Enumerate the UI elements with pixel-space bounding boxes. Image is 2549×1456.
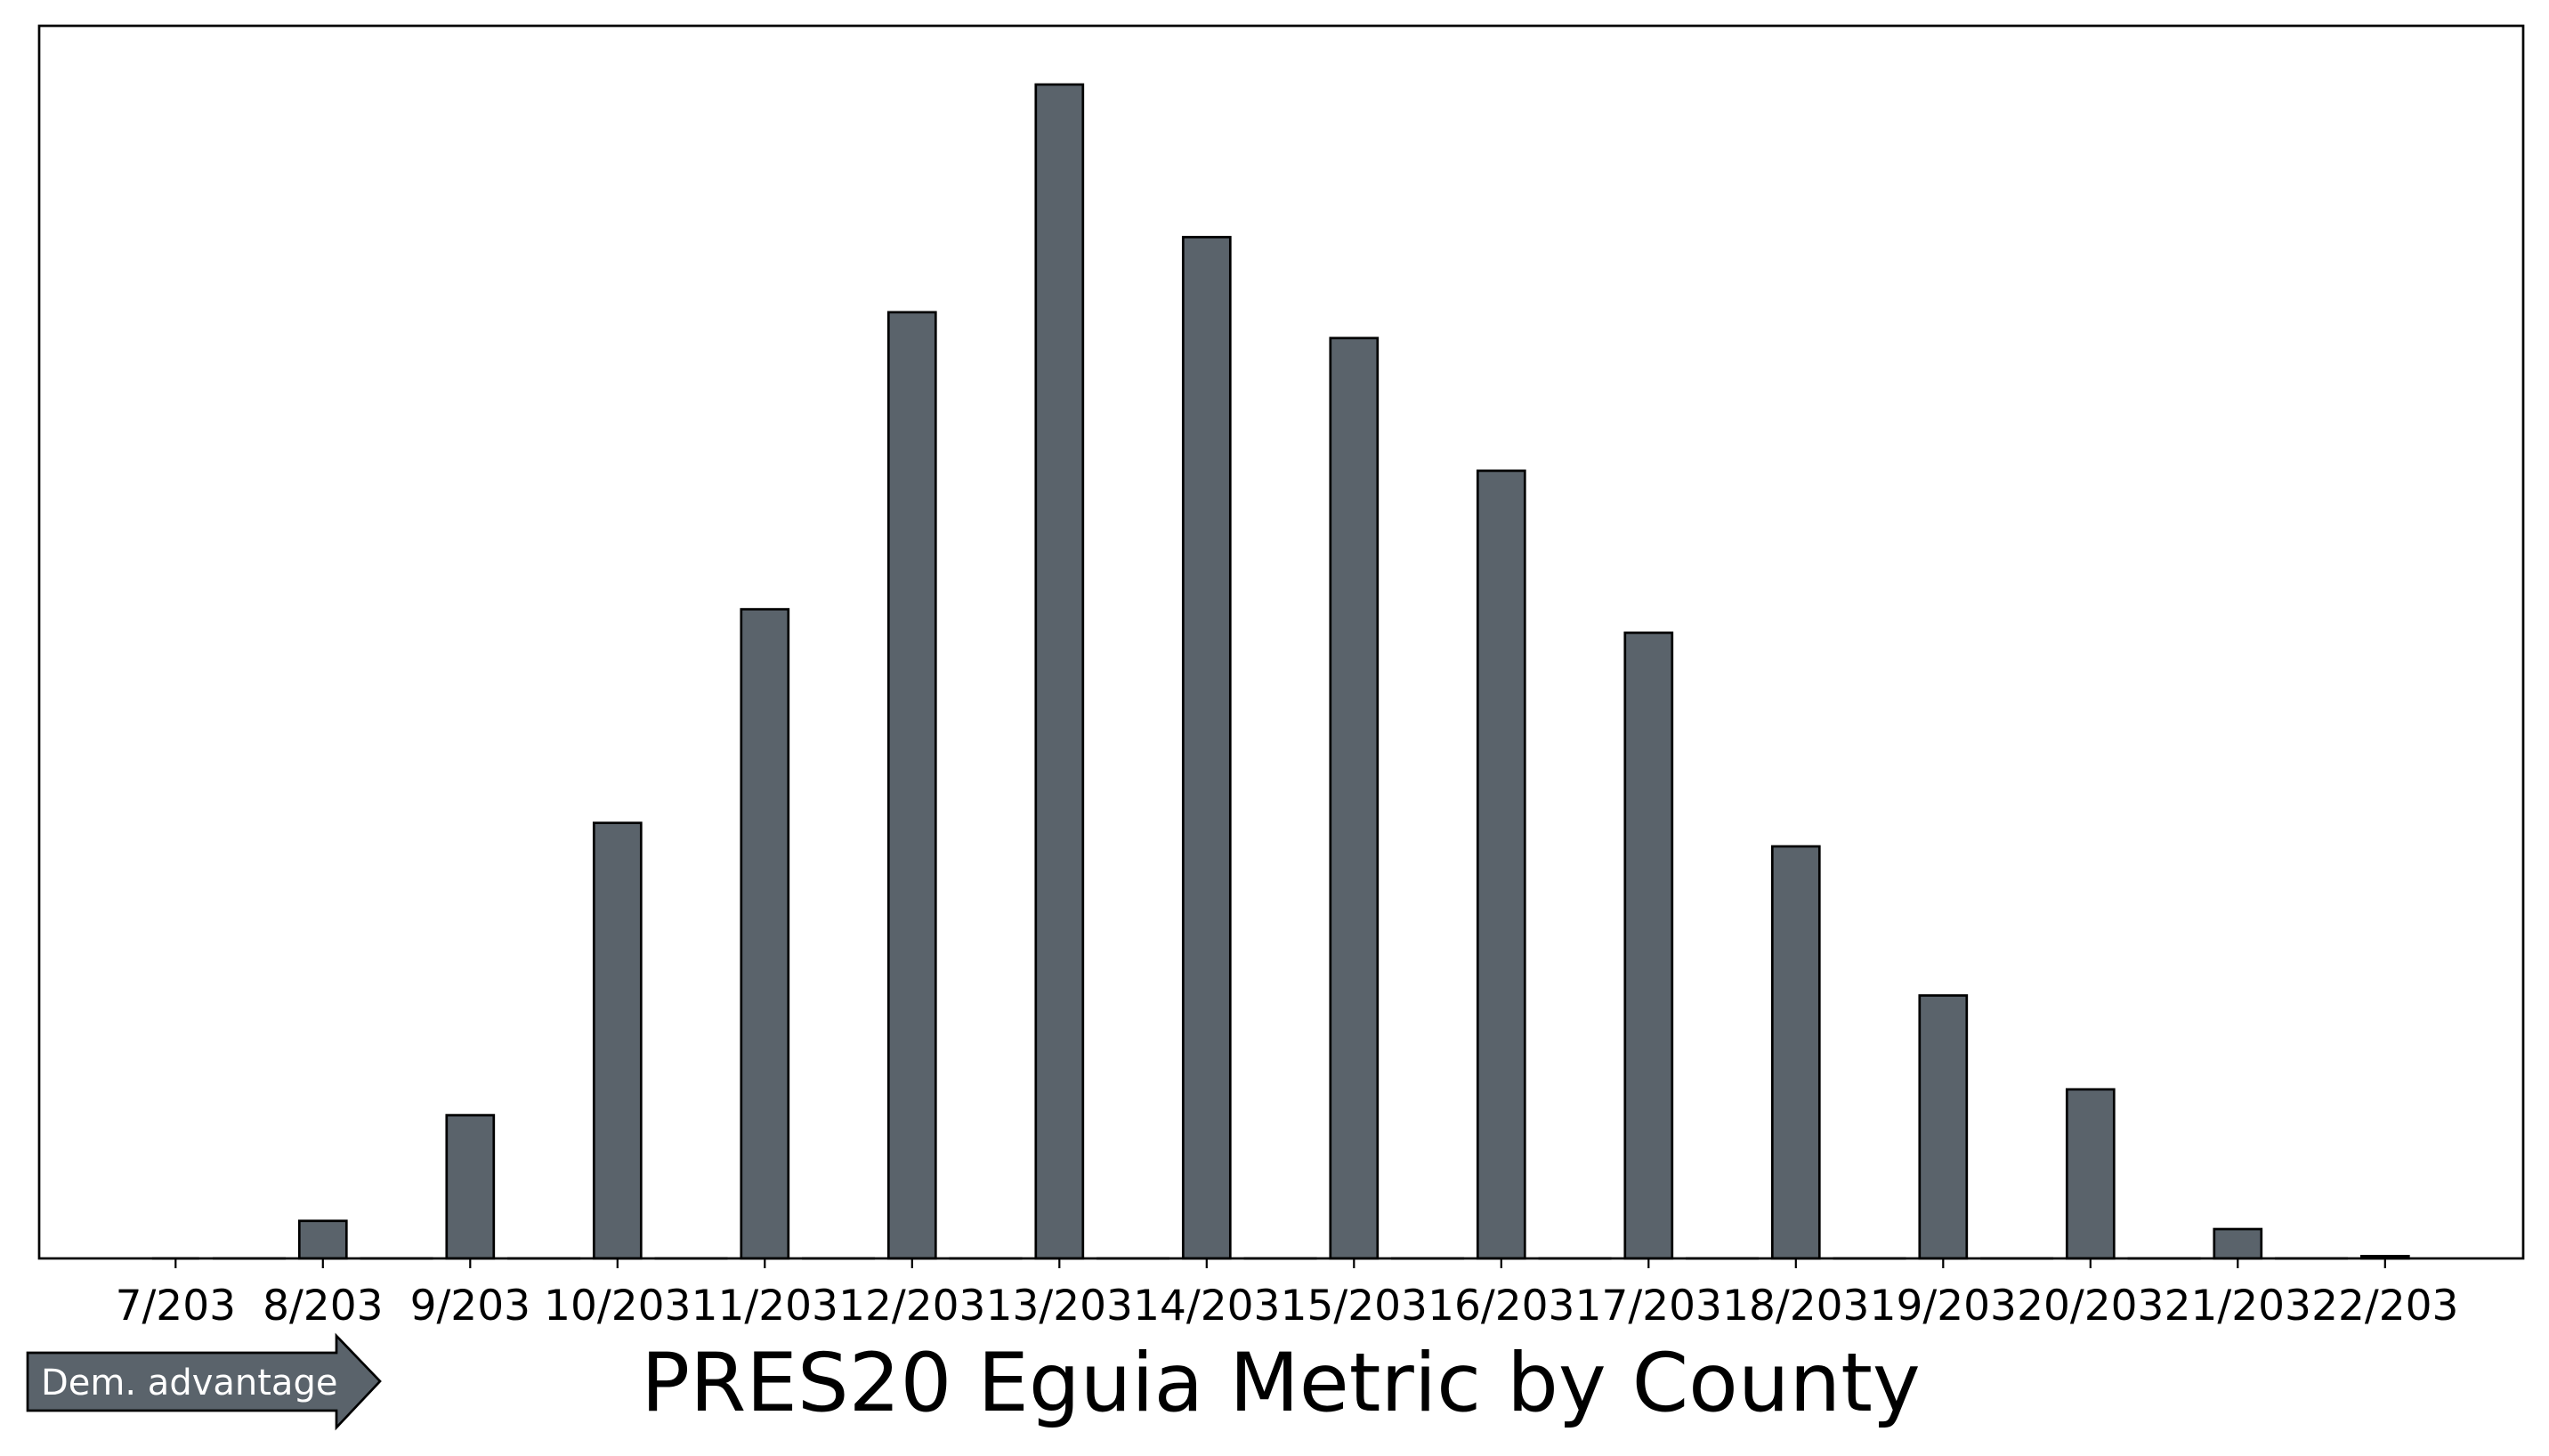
bar (2213, 1227, 2263, 1260)
tick-label: 21/203 (2165, 1282, 2311, 1331)
bar (1034, 83, 1085, 1260)
bar (740, 608, 790, 1260)
plot-frame (37, 24, 2525, 1260)
tick-label: 9/203 (410, 1282, 530, 1331)
arrow-right-icon (26, 1332, 382, 1431)
tick-label: 11/203 (692, 1282, 838, 1331)
bar (1623, 631, 1674, 1260)
tick-label: 14/203 (1133, 1282, 1280, 1331)
badge-label: Dem. advantage (41, 1363, 337, 1403)
tick-label: 16/203 (1428, 1282, 1574, 1331)
bar (1476, 469, 1526, 1260)
tick-label: 22/203 (2311, 1282, 2458, 1331)
tick-label: 7/203 (116, 1282, 236, 1331)
tick-label: 12/203 (838, 1282, 985, 1331)
tick-label: 20/203 (2017, 1282, 2164, 1331)
tick-label: 18/203 (1722, 1282, 1869, 1331)
bar (886, 311, 937, 1260)
tick-label: 8/203 (263, 1282, 383, 1331)
bars-layer (151, 83, 2410, 1260)
chart-title: PRES20 Eguia Metric by County (641, 1337, 1920, 1430)
bar (297, 1219, 348, 1260)
bar (2065, 1088, 2116, 1260)
bar (1770, 845, 1821, 1260)
bar (592, 821, 643, 1260)
dem-advantage-badge: Dem. advantage (26, 1332, 382, 1431)
tick-label: 17/203 (1575, 1282, 1722, 1331)
bar (445, 1113, 496, 1260)
bar (1181, 236, 1232, 1260)
tick-label: 15/203 (1281, 1282, 1428, 1331)
bar (1329, 336, 1380, 1260)
x-axis-ticks (174, 1258, 2386, 1268)
bar (1918, 994, 1969, 1260)
tick-label: 19/203 (1870, 1282, 2017, 1331)
tick-label: 13/203 (986, 1282, 1133, 1331)
tick-label: 10/203 (544, 1282, 691, 1331)
x-axis-tick-labels: 7/203 8/203 9/203 10/203 11/203 12/203 13/203 1… (116, 1282, 2459, 1331)
